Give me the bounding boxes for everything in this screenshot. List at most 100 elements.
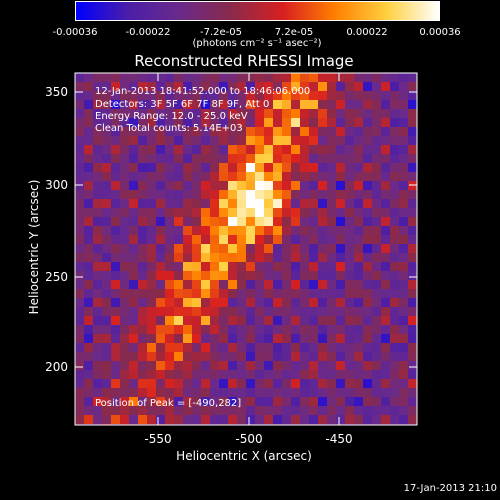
heatmap-cell: [282, 325, 291, 334]
heatmap-cell: [138, 307, 147, 316]
heatmap-cell: [291, 352, 300, 361]
heatmap-cell: [129, 280, 138, 289]
heatmap-cell: [363, 235, 372, 244]
heatmap-cell: [246, 370, 255, 379]
heatmap-cell: [345, 415, 354, 424]
heatmap-cell: [201, 388, 210, 397]
heatmap-cell: [363, 361, 372, 370]
heatmap-cell: [228, 226, 237, 235]
heatmap-cell: [219, 217, 228, 226]
heatmap-cell: [354, 109, 363, 118]
heatmap-cell: [309, 397, 318, 406]
heatmap-cell: [93, 298, 102, 307]
heatmap-cell: [282, 397, 291, 406]
heatmap-cell: [102, 406, 111, 415]
heatmap-cell: [192, 307, 201, 316]
heatmap-cell: [390, 208, 399, 217]
heatmap-cell: [174, 253, 183, 262]
heatmap-cell: [201, 208, 210, 217]
heatmap-cell: [192, 190, 201, 199]
heatmap-cell: [408, 199, 417, 208]
heatmap-cell: [210, 397, 219, 406]
heatmap-cell: [300, 136, 309, 145]
heatmap-cell: [246, 208, 255, 217]
heatmap-cell: [255, 199, 264, 208]
heatmap-cell: [309, 154, 318, 163]
heatmap-cell: [219, 325, 228, 334]
heatmap-cell: [408, 100, 417, 109]
heatmap-cell: [282, 280, 291, 289]
heatmap-cell: [264, 325, 273, 334]
heatmap-cell: [408, 361, 417, 370]
heatmap-cell: [381, 325, 390, 334]
heatmap-cell: [390, 262, 399, 271]
heatmap-cell: [282, 361, 291, 370]
heatmap-cell: [75, 280, 84, 289]
heatmap-cell: [93, 415, 102, 424]
heatmap-cell: [336, 172, 345, 181]
heatmap-cell: [354, 316, 363, 325]
heatmap-cell: [93, 73, 102, 82]
heatmap-cell: [336, 154, 345, 163]
heatmap-cell: [372, 334, 381, 343]
heatmap-cell: [399, 334, 408, 343]
heatmap-cell: [228, 217, 237, 226]
heatmap-cell: [237, 253, 246, 262]
heatmap-cell: [390, 406, 399, 415]
heatmap-cell: [165, 91, 174, 100]
heatmap-cell: [111, 361, 120, 370]
heatmap-cell: [219, 289, 228, 298]
heatmap-cell: [129, 154, 138, 163]
heatmap-cell: [156, 181, 165, 190]
heatmap-cell: [363, 91, 372, 100]
heatmap-cell: [300, 172, 309, 181]
heatmap-cell: [363, 118, 372, 127]
heatmap-image: [75, 73, 417, 425]
heatmap-cell: [129, 199, 138, 208]
heatmap-cell: [120, 100, 129, 109]
heatmap-cell: [255, 343, 264, 352]
heatmap-cell: [120, 343, 129, 352]
heatmap-cell: [111, 370, 120, 379]
heatmap-cell: [309, 118, 318, 127]
heatmap-cell: [273, 109, 282, 118]
heatmap-cell: [363, 298, 372, 307]
heatmap-cell: [120, 406, 129, 415]
heatmap-cell: [138, 181, 147, 190]
heatmap-cell: [111, 172, 120, 181]
heatmap-cell: [408, 217, 417, 226]
heatmap-cell: [102, 127, 111, 136]
heatmap-cell: [93, 352, 102, 361]
heatmap-cell: [120, 298, 129, 307]
heatmap-cell: [156, 118, 165, 127]
heatmap-cell: [147, 181, 156, 190]
heatmap-cell: [192, 172, 201, 181]
heatmap-cell: [354, 406, 363, 415]
heatmap-cell: [183, 235, 192, 244]
heatmap-cell: [282, 415, 291, 424]
heatmap-cell: [345, 253, 354, 262]
heatmap-cell: [192, 109, 201, 118]
heatmap-cell: [264, 298, 273, 307]
heatmap-cell: [255, 334, 264, 343]
heatmap-cell: [228, 280, 237, 289]
heatmap-cell: [156, 397, 165, 406]
heatmap-cell: [120, 109, 129, 118]
heatmap-cell: [381, 172, 390, 181]
heatmap-cell: [129, 262, 138, 271]
heatmap-cell: [273, 244, 282, 253]
heatmap-cell: [408, 289, 417, 298]
heatmap-cell: [93, 334, 102, 343]
heatmap-cell: [183, 244, 192, 253]
heatmap-cell: [210, 262, 219, 271]
heatmap-cell: [300, 199, 309, 208]
heatmap-cell: [282, 271, 291, 280]
heatmap-cell: [75, 397, 84, 406]
chart-title: Reconstructed RHESSI Image: [134, 52, 354, 70]
heatmap-cell: [228, 118, 237, 127]
heatmap-cell: [273, 370, 282, 379]
heatmap-cell: [273, 172, 282, 181]
heatmap-cell: [372, 253, 381, 262]
heatmap-cell: [228, 334, 237, 343]
heatmap-cell: [318, 316, 327, 325]
